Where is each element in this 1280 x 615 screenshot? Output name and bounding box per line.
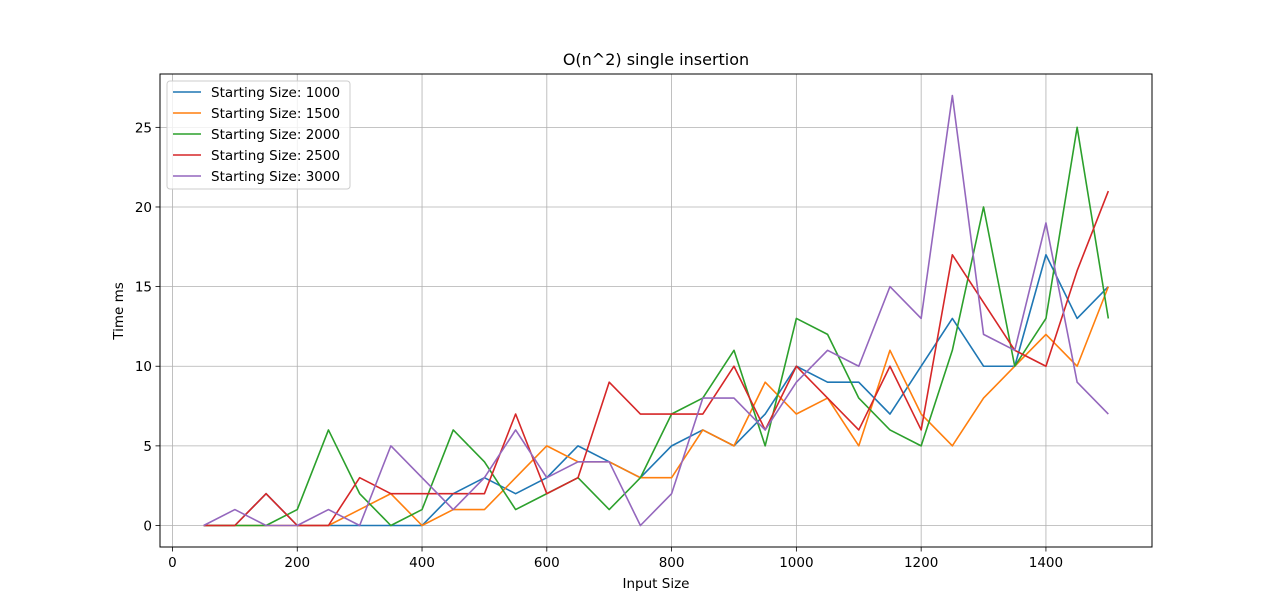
y-tick-label: 10 [135,359,152,375]
series-lines [203,94,1110,527]
x-tick-label: 400 [409,555,435,571]
plot-area-frame [159,73,1153,548]
x-tick-label: 0 [168,555,177,571]
x-tick-label: 600 [534,555,560,571]
series-line-3 [203,126,1110,527]
x-axis: 0 200 400 600 800 1000 1200 1400 [168,547,1063,571]
legend-label-1: Starting Size: 1000 [211,85,340,101]
y-tick-label: 25 [135,120,152,136]
x-tick-label: 1400 [1029,555,1063,571]
y-tick-label: 20 [135,200,152,216]
legend-label-3: Starting Size: 2000 [211,127,340,143]
y-tick-label: 15 [135,280,152,296]
legend-box [166,80,351,190]
y-tick-label: 0 [143,519,152,535]
legend: Starting Size: 1000 Starting Size: 1500 St… [166,80,351,190]
series-line-5 [203,94,1109,527]
x-tick-label: 800 [659,555,685,571]
y-tick-label: 5 [143,439,152,455]
y-axis-title: Time ms [111,282,127,341]
series-line-2 [203,286,1110,527]
legend-label-2: Starting Size: 1500 [211,106,340,122]
x-tick-label: 200 [284,555,310,571]
y-axis: 0 5 10 15 20 25 [135,120,160,535]
x-axis-title: Input Size [623,576,690,592]
chart-title: O(n^2) single insertion [563,50,749,69]
series-line-4 [203,190,1110,527]
x-tick-label: 1200 [904,555,938,571]
x-tick-label: 1000 [779,555,813,571]
legend-label-5: Starting Size: 3000 [211,169,340,185]
legend-label-4: Starting Size: 2500 [211,148,340,164]
